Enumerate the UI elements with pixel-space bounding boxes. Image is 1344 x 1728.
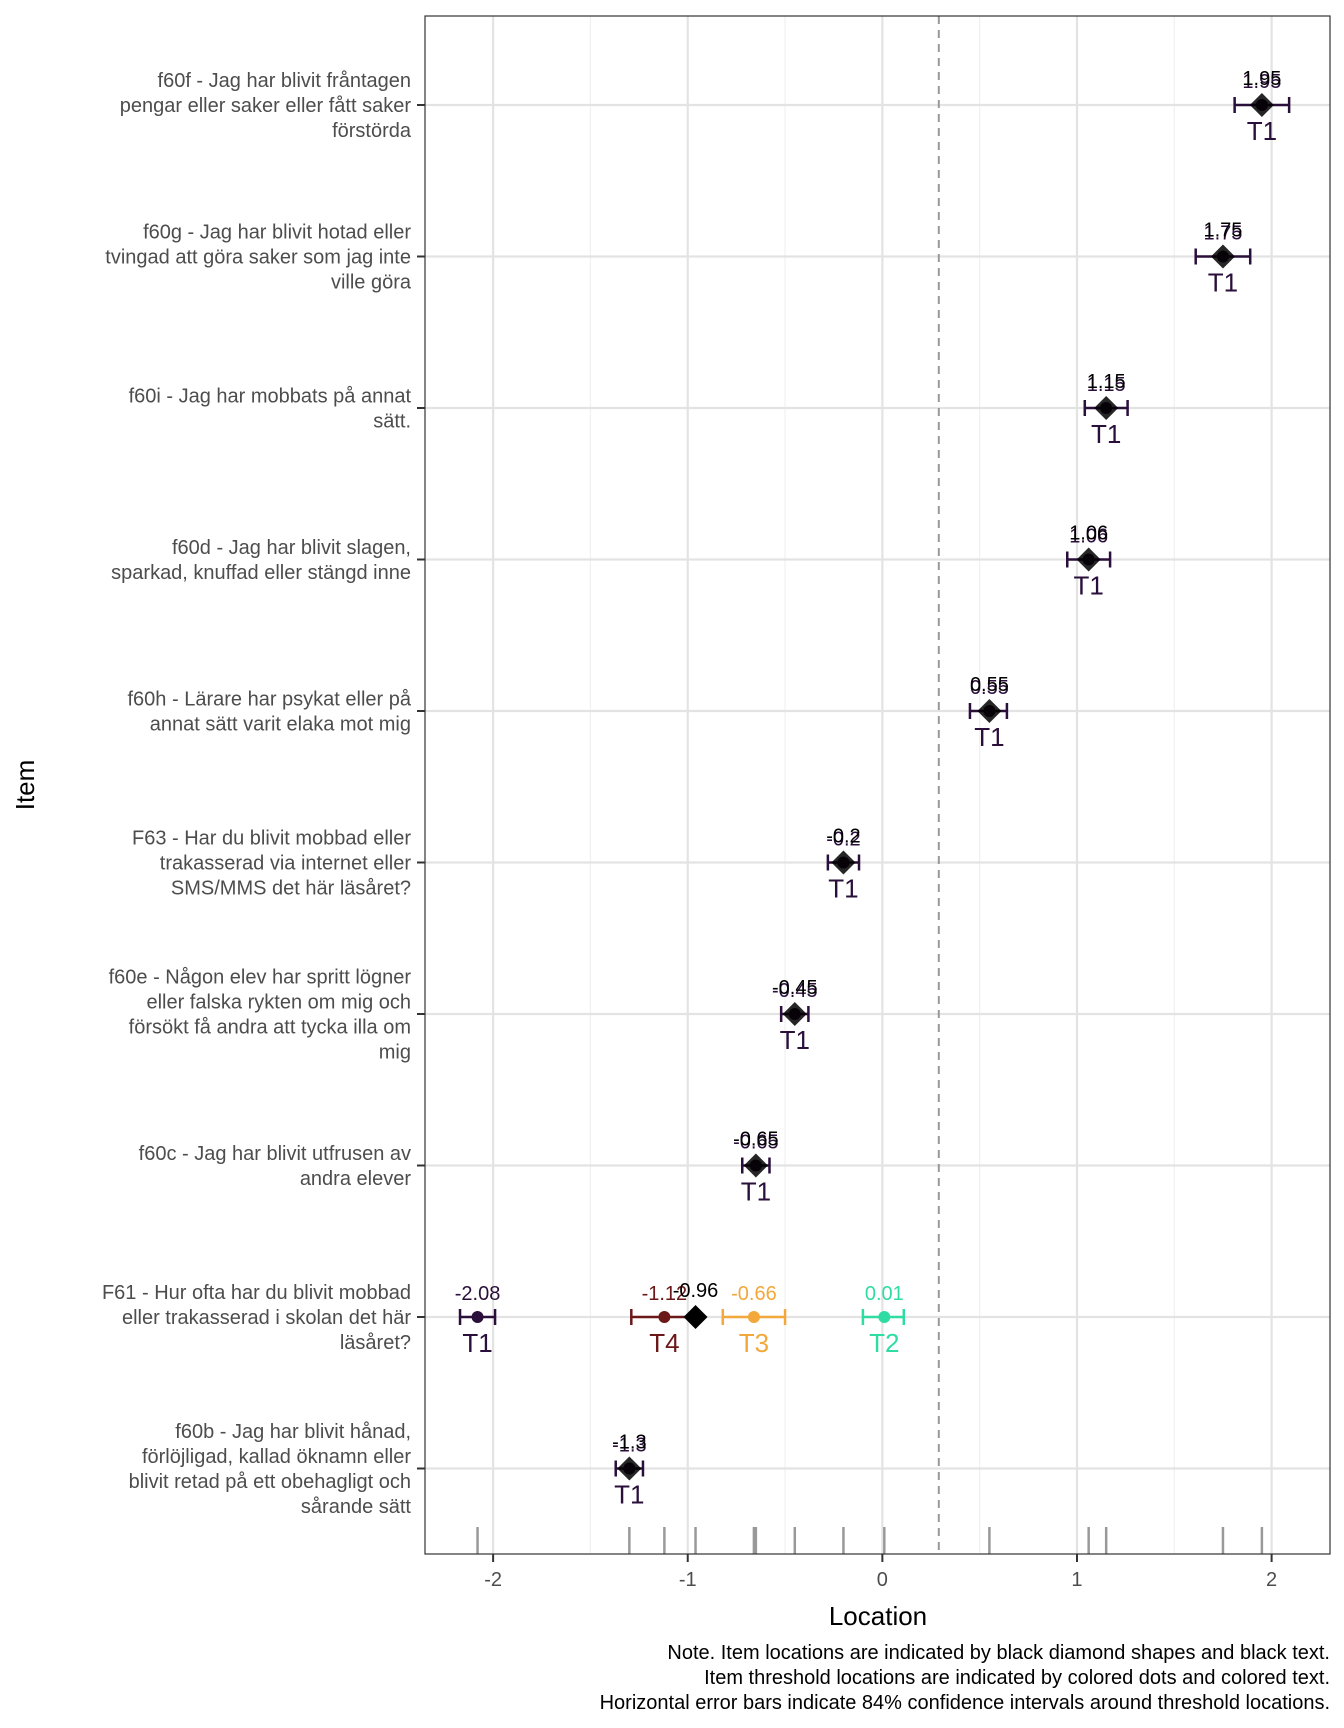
y-tick-label: annat sätt varit elaka mot mig bbox=[150, 714, 411, 736]
y-tick-label: mig bbox=[379, 1042, 411, 1064]
threshold-name-label: T1 bbox=[1208, 268, 1238, 298]
threshold-dot bbox=[747, 1311, 760, 1323]
item-location-label: -1.3 bbox=[612, 1432, 646, 1454]
x-tick-label: -2 bbox=[484, 1569, 502, 1591]
item-location-diamond bbox=[1076, 547, 1101, 572]
y-tick-label: sparkad, knuffad eller stängd inne bbox=[111, 562, 411, 584]
note-line-2: Item threshold locations are indicated b… bbox=[704, 1667, 1330, 1689]
item-location-label: 0.55 bbox=[970, 674, 1009, 696]
threshold-name-label: T4 bbox=[649, 1328, 679, 1358]
grid-lines bbox=[425, 16, 1330, 1554]
x-tick-label: -1 bbox=[679, 1569, 697, 1591]
threshold-value-label: 1.06 bbox=[1069, 526, 1108, 548]
threshold-value-label: -2.08 bbox=[455, 1283, 501, 1305]
item-location-diamond bbox=[1210, 244, 1235, 269]
threshold-name-label: T1 bbox=[614, 1480, 644, 1510]
y-tick-label: blivit retad på ett obehagligt och bbox=[129, 1471, 411, 1493]
y-tick-label: f60e - Någon elev har spritt lögner bbox=[109, 967, 412, 989]
y-tick-label: f60h - Lärare har psykat eller på bbox=[128, 689, 412, 711]
note-line-3: Horizontal error bars indicate 84% confi… bbox=[599, 1692, 1330, 1714]
y-tick-label: eller trakasserad i skolan det här bbox=[122, 1307, 411, 1329]
x-tick-label: 2 bbox=[1266, 1569, 1277, 1591]
item-location-label: 1.95 bbox=[1242, 68, 1281, 90]
item-location-label: 1.75 bbox=[1203, 220, 1242, 242]
threshold-value-label: -0.45 bbox=[772, 980, 818, 1002]
y-tick-label: sårande sätt bbox=[301, 1496, 412, 1518]
threshold-value-label: 1.75 bbox=[1203, 223, 1242, 245]
x-axis: -2 -1 0 1 2 bbox=[484, 1554, 1277, 1591]
y-axis-title: Item bbox=[10, 760, 40, 811]
y-tick-label: läsåret? bbox=[340, 1332, 411, 1354]
threshold-dot bbox=[878, 1311, 891, 1323]
threshold-value-label: -0.66 bbox=[731, 1283, 777, 1305]
threshold-value-label: -0.2 bbox=[826, 829, 860, 851]
y-tick-label: trakasserad via internet eller bbox=[160, 853, 412, 875]
item-location-diamond bbox=[1249, 93, 1274, 117]
threshold-value-label: 1.15 bbox=[1087, 374, 1126, 396]
y-tick-label: eller falska rykten om mig och bbox=[146, 992, 411, 1014]
threshold-name-label: T1 bbox=[1091, 419, 1121, 449]
y-tick-label: f60d - Jag har blivit slagen, bbox=[172, 537, 411, 559]
x-tick-label: 1 bbox=[1071, 1569, 1082, 1591]
threshold-value-label: 0.55 bbox=[970, 677, 1009, 699]
y-tick-label: f60c - Jag har blivit utfrusen av bbox=[139, 1143, 411, 1165]
y-tick-label: f60f - Jag har blivit fråntagen bbox=[158, 70, 411, 92]
threshold-name-label: T1 bbox=[1247, 116, 1277, 146]
threshold-dot bbox=[658, 1311, 671, 1323]
threshold-value-label: -0.65 bbox=[733, 1132, 779, 1154]
threshold-name-label: T3 bbox=[739, 1328, 769, 1358]
item-location-diamond bbox=[683, 1305, 708, 1329]
y-tick-label: andra elever bbox=[300, 1168, 412, 1190]
y-tick-label: f60g - Jag har blivit hotad eller bbox=[143, 222, 411, 244]
y-tick-label: tvingad att göra saker som jag inte bbox=[105, 247, 411, 269]
y-tick-label: SMS/MMS det här läsåret? bbox=[171, 878, 411, 900]
threshold-name-label: T2 bbox=[869, 1328, 899, 1358]
y-tick-label: sätt. bbox=[373, 411, 411, 433]
y-tick-label: F63 - Har du blivit mobbad eller bbox=[132, 828, 411, 850]
threshold-name-label: T1 bbox=[1073, 571, 1103, 601]
item-location-label: 1.15 bbox=[1087, 371, 1126, 393]
rug-marks bbox=[476, 1527, 1264, 1554]
y-tick-label: försökt få andra att tycka illa om bbox=[129, 1017, 411, 1039]
threshold-value-label: 1.95 bbox=[1242, 71, 1281, 93]
threshold-dot bbox=[471, 1311, 484, 1323]
threshold-name-label: T1 bbox=[974, 722, 1004, 752]
x-tick-label: 0 bbox=[877, 1569, 888, 1591]
y-axis: f60f - Jag har blivit fråntagen pengar el… bbox=[102, 70, 425, 1518]
threshold-name-label: T1 bbox=[462, 1328, 492, 1358]
data-marks: 1.95T11.951.75T11.751.15T11.151.06T11.06… bbox=[455, 68, 1291, 1510]
y-tick-label: pengar eller saker eller fått saker bbox=[120, 95, 412, 117]
threshold-value-label: -1.12 bbox=[642, 1283, 688, 1305]
threshold-value-label: -1.3 bbox=[612, 1435, 646, 1457]
item-location-diamond bbox=[617, 1456, 642, 1481]
note-line-1: Note. Item locations are indicated by bl… bbox=[667, 1642, 1330, 1664]
item-location-label: -0.45 bbox=[772, 977, 818, 999]
item-location-diamond bbox=[831, 850, 856, 875]
item-location-diamond bbox=[782, 1002, 807, 1026]
y-tick-label: F61 - Hur ofta har du blivit mobbad bbox=[102, 1282, 411, 1304]
y-tick-label: förlöjligad, kallad öknamn eller bbox=[142, 1446, 411, 1468]
threshold-name-label: T1 bbox=[741, 1177, 771, 1207]
item-location-label: 1.06 bbox=[1069, 523, 1108, 545]
item-location-label: -0.65 bbox=[733, 1129, 779, 1151]
item-location-diamond bbox=[977, 699, 1002, 723]
y-tick-label: ville göra bbox=[331, 272, 412, 294]
item-location-label: -0.2 bbox=[826, 826, 860, 848]
threshold-name-label: T1 bbox=[828, 874, 858, 904]
panel-border bbox=[424, 15, 1331, 1555]
x-axis-title: Location bbox=[829, 1601, 927, 1631]
item-location-label: -0.96 bbox=[673, 1280, 719, 1302]
y-tick-label: f60i - Jag har mobbats på annat bbox=[129, 386, 412, 408]
item-location-diamond bbox=[743, 1153, 768, 1178]
threshold-value-label: 0.01 bbox=[865, 1283, 904, 1305]
y-tick-label: förstörda bbox=[332, 120, 412, 142]
item-location-diamond bbox=[1094, 396, 1119, 420]
y-tick-label: f60b - Jag har blivit hånad, bbox=[175, 1421, 411, 1443]
threshold-name-label: T1 bbox=[780, 1025, 810, 1055]
